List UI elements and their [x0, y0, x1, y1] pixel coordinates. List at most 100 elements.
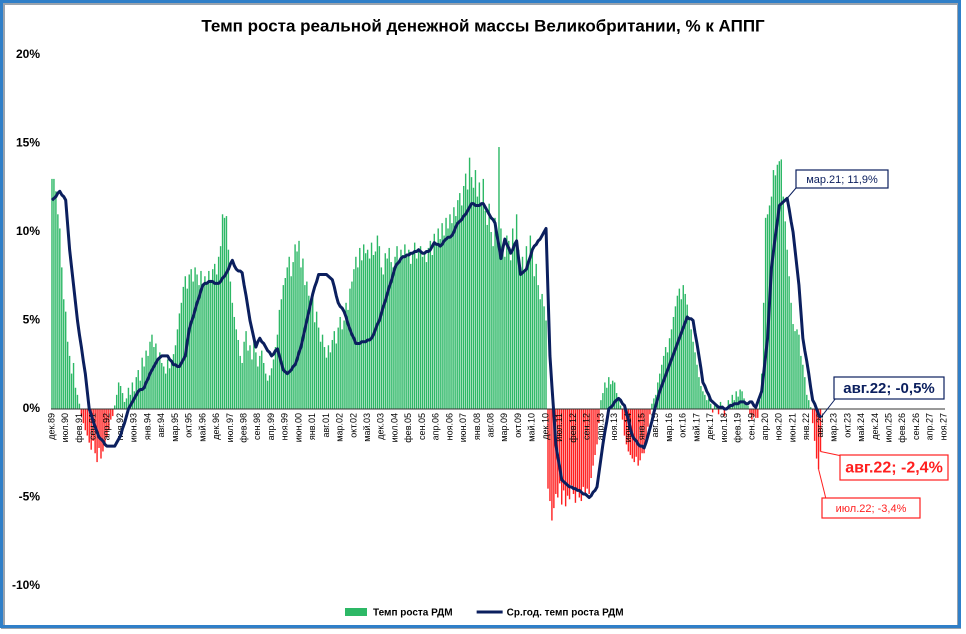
bar [217, 256, 220, 409]
bar [562, 409, 565, 491]
bar [72, 362, 75, 409]
chart-title: Темп роста реальной денежной массы Велик… [201, 16, 765, 35]
x-tick-label: авг.15 [650, 413, 660, 437]
bar [243, 341, 245, 409]
bar [476, 196, 479, 409]
bar [270, 368, 273, 409]
x-tick-label: янв.15 [636, 413, 646, 440]
bar [568, 409, 571, 500]
bar [129, 394, 132, 409]
bar [78, 403, 81, 409]
x-tick-label: сен.98 [252, 413, 262, 440]
bar [490, 232, 492, 409]
bar [561, 409, 563, 505]
bar [172, 354, 175, 409]
x-tick-label: мар.02 [335, 413, 345, 442]
bar [261, 350, 263, 409]
bar [390, 262, 392, 409]
bar [623, 409, 626, 436]
bar [588, 409, 590, 494]
bar [180, 302, 183, 409]
x-tick-label: июл.97 [225, 413, 235, 442]
bar [161, 362, 163, 409]
bar [719, 401, 722, 409]
bar [286, 267, 288, 409]
bar [749, 409, 751, 415]
bar [774, 175, 777, 409]
bar [331, 339, 334, 409]
x-tick-label: июл.25 [884, 413, 894, 442]
bar [247, 350, 249, 409]
bar [778, 161, 781, 409]
bar [153, 347, 155, 409]
x-tick-label: сен.26 [911, 413, 921, 440]
bar [310, 306, 312, 409]
bar [486, 224, 488, 409]
bar [339, 316, 341, 409]
bar [757, 409, 759, 418]
bar [566, 409, 569, 496]
bar [741, 391, 743, 409]
bar [543, 306, 545, 409]
bar [500, 228, 502, 409]
bar [53, 178, 55, 409]
bar [163, 366, 165, 409]
bar [513, 244, 516, 409]
bar [782, 196, 784, 409]
bar [384, 253, 386, 409]
x-tick-label: апр.13 [595, 413, 605, 440]
bar [282, 285, 285, 409]
x-tick-label: дек.17 [705, 413, 715, 440]
legend-label: Ср.год. темп роста РДМ [507, 608, 624, 619]
bar [676, 295, 679, 409]
bar [423, 253, 426, 409]
x-tick-label: июл.11 [554, 413, 564, 442]
annotation: авг.22; -0,5% [843, 380, 935, 397]
bar [329, 352, 332, 409]
bar [780, 159, 783, 409]
bar [468, 157, 471, 409]
bar [106, 409, 108, 438]
x-tick-label: сен.05 [417, 413, 427, 440]
bar [249, 345, 251, 409]
bar [817, 409, 820, 470]
bar [227, 249, 230, 409]
x-tick-label: окт.16 [678, 413, 688, 438]
bar [762, 302, 765, 409]
bar [711, 409, 714, 413]
bar [700, 385, 702, 409]
bar [572, 409, 575, 494]
bar [586, 409, 588, 489]
bar [61, 267, 63, 409]
bar [366, 249, 369, 409]
bar [115, 394, 118, 409]
x-tick-label: фев.98 [238, 413, 248, 443]
bar [672, 316, 675, 409]
x-tick-label: апр.27 [925, 413, 935, 440]
bar [472, 187, 475, 409]
bar [474, 170, 477, 409]
bar [688, 316, 690, 409]
bar [802, 364, 804, 409]
bar [727, 400, 730, 409]
line [50, 189, 822, 499]
x-tick-label: апр.92 [101, 413, 111, 440]
bar [337, 327, 339, 409]
bar [110, 409, 112, 420]
bar [525, 246, 528, 409]
bar [459, 193, 461, 409]
bar [637, 409, 639, 466]
bar [427, 247, 430, 409]
bar [461, 205, 463, 409]
x-tick-label: янв.08 [472, 413, 482, 440]
bar [57, 214, 59, 409]
bar [798, 334, 800, 409]
y-tick-label: -5% [19, 490, 41, 504]
bar [443, 235, 445, 409]
bar [404, 244, 406, 409]
bar [66, 341, 69, 409]
bar [594, 409, 596, 456]
bar [321, 334, 324, 409]
bar [792, 324, 794, 409]
